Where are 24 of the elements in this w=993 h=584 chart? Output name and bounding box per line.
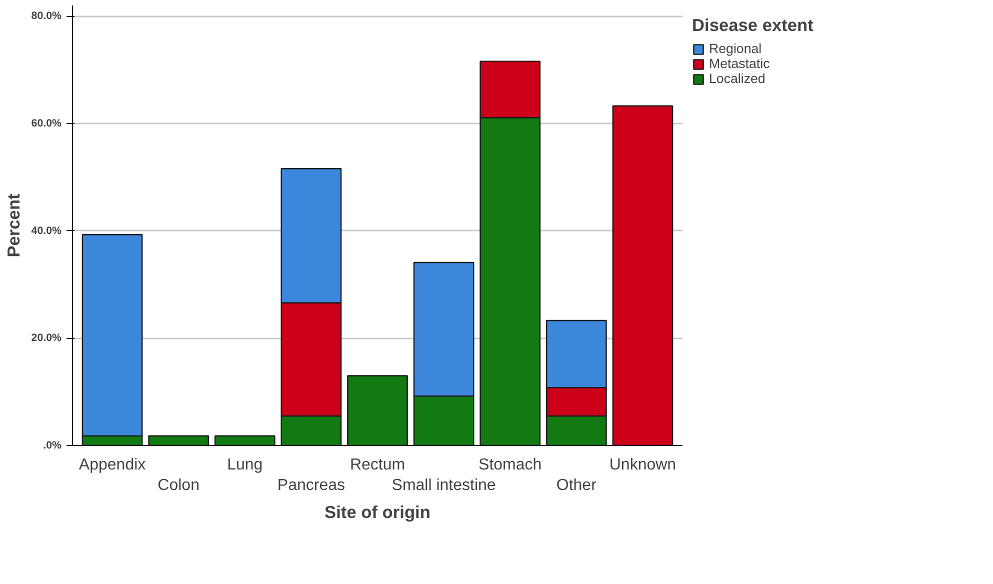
legend-label: Regional	[709, 41, 762, 56]
bar	[347, 375, 408, 446]
x-axis-title: Site of origin	[324, 502, 430, 522]
x-tick-label: Small intestine	[392, 476, 496, 494]
bar	[148, 435, 210, 446]
x-tick-label: Stomach	[478, 456, 542, 474]
y-tick-label: 20.0%	[31, 332, 62, 344]
y-tick-label: 80.0%	[31, 10, 62, 22]
y-axis-title: Percent	[3, 193, 24, 258]
legend-label: Localized	[709, 71, 766, 86]
y-tick-label: .0%	[43, 440, 62, 452]
x-tick-label: Pancreas	[277, 476, 345, 494]
x-tick-label: Lung	[227, 456, 263, 474]
y-tick-label: 40.0%	[31, 224, 62, 237]
x-tick-label: Unknown	[609, 456, 676, 474]
legend-title: Disease extent	[692, 15, 814, 36]
x-tick-label: Appendix	[78, 456, 146, 474]
x-tick-label: Other	[556, 476, 598, 494]
bar	[612, 105, 674, 446]
y-tick-label: 60.0%	[31, 118, 62, 130]
legend-label: Metastatic	[709, 56, 770, 71]
bar	[214, 435, 276, 446]
x-tick-label: Colon	[158, 476, 200, 494]
x-tick-label: Rectum	[350, 456, 406, 474]
